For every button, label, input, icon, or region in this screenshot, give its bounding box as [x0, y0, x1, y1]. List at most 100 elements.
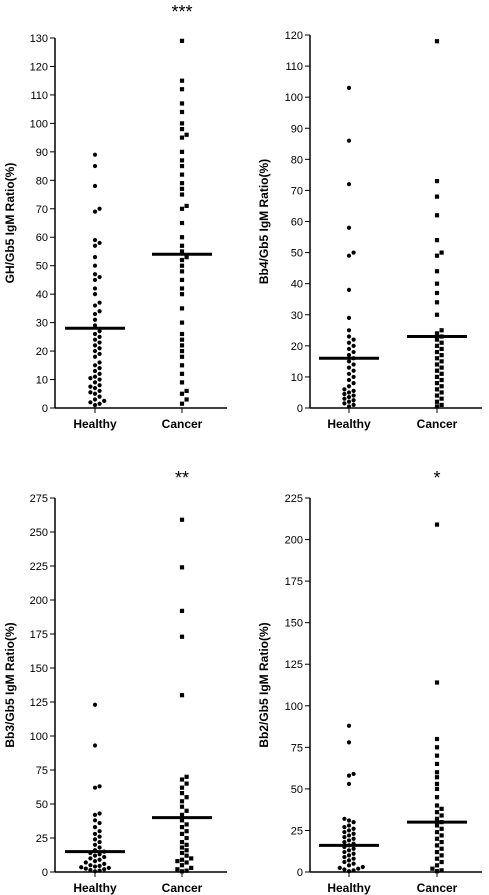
- y-tick-label: 30: [36, 318, 48, 330]
- data-point: [179, 380, 185, 385]
- data-point: [351, 831, 356, 836]
- data-point: [184, 203, 189, 209]
- data-point: [184, 781, 189, 786]
- data-point: [92, 323, 98, 328]
- data-point: [179, 286, 185, 291]
- y-tick-label: 120: [285, 30, 303, 42]
- data-point: [434, 803, 440, 808]
- data-point: [92, 272, 98, 277]
- data-point: [97, 868, 102, 873]
- data-point: [179, 845, 185, 850]
- y-axis-title: Bb3/Gb5 IgM Ratio(%): [3, 622, 17, 747]
- data-point: [346, 723, 352, 728]
- data-point: [439, 365, 444, 370]
- data-point: [179, 348, 185, 354]
- data-point: [346, 253, 352, 258]
- data-point: [360, 864, 365, 870]
- data-point: [342, 387, 347, 392]
- data-point: [346, 315, 352, 320]
- data-point: [92, 337, 98, 342]
- data-point: [179, 158, 185, 163]
- data-point: [92, 292, 98, 297]
- data-point: [179, 78, 185, 83]
- x-tick-label-cancer: Cancer: [417, 417, 458, 431]
- chart-panel-1: 0 10 20 30 40 50 60 70 80 90 100 110 120 130 Healthy Ca…: [3, 2, 227, 431]
- series-healthy: [65, 152, 125, 408]
- x-tick-label-healthy: Healthy: [73, 417, 117, 431]
- data-point: [97, 371, 102, 376]
- data-point: [434, 745, 440, 750]
- data-point: [346, 138, 352, 143]
- data-point: [342, 391, 347, 397]
- y-tick-label: 0: [42, 403, 48, 415]
- data-point: [346, 838, 352, 843]
- data-point: [92, 743, 98, 748]
- data-point: [92, 303, 98, 308]
- data-point: [184, 829, 189, 834]
- y-tick-label: 25: [291, 825, 303, 837]
- data-point: [79, 865, 84, 870]
- data-point: [434, 736, 440, 742]
- y-tick-label: 150: [30, 663, 48, 675]
- data-point: [83, 866, 88, 871]
- data-point: [97, 300, 102, 305]
- data-point: [434, 300, 440, 305]
- data-point: [179, 818, 185, 823]
- data-point: [351, 362, 356, 367]
- y-tick-label: 10: [291, 372, 303, 384]
- data-point: [179, 135, 185, 140]
- data-point: [175, 867, 180, 872]
- data-point: [434, 830, 440, 835]
- data-point: [97, 863, 102, 868]
- data-point: [92, 243, 98, 248]
- data-point: [434, 178, 440, 184]
- data-point: [351, 337, 356, 342]
- data-point: [97, 383, 102, 388]
- data-point: [92, 859, 98, 864]
- data-point: [179, 517, 185, 522]
- data-point: [92, 263, 98, 268]
- data-point: [434, 337, 440, 342]
- data-point: [97, 839, 102, 845]
- data-point: [179, 235, 185, 240]
- data-point: [97, 206, 102, 211]
- data-point: [346, 853, 352, 858]
- data-point: [434, 761, 440, 767]
- data-point: [88, 863, 93, 868]
- data-point: [346, 384, 352, 389]
- data-point: [179, 87, 185, 92]
- data-point: [179, 181, 185, 186]
- data-point: [434, 863, 440, 868]
- data-point: [179, 812, 185, 817]
- data-point: [434, 253, 440, 258]
- data-point: [102, 867, 107, 872]
- data-point: [439, 839, 444, 845]
- y-tick-label: 80: [36, 175, 48, 187]
- data-point: [342, 859, 347, 865]
- data-point: [92, 831, 98, 837]
- data-point: [346, 395, 352, 400]
- data-point: [179, 791, 185, 796]
- data-point: [439, 813, 444, 818]
- data-point: [92, 163, 98, 169]
- x-tick-label-cancer: Cancer: [162, 417, 203, 431]
- data-point: [83, 860, 88, 865]
- data-point: [346, 818, 352, 823]
- data-point: [434, 816, 440, 821]
- data-point: [439, 353, 444, 358]
- data-point: [351, 868, 356, 873]
- data-point: [102, 854, 107, 860]
- y-tick-label: 75: [36, 765, 48, 777]
- data-point: [351, 393, 356, 398]
- data-point: [179, 825, 185, 830]
- data-point: [179, 163, 185, 169]
- significance-stars: ***: [171, 2, 192, 22]
- data-point: [92, 286, 98, 291]
- y-tick-label: 200: [285, 535, 303, 547]
- data-point: [97, 346, 102, 351]
- data-point: [346, 371, 352, 376]
- data-point: [434, 786, 440, 791]
- data-point: [439, 328, 444, 333]
- y-tick-label: 100: [30, 118, 48, 130]
- data-point: [346, 390, 352, 395]
